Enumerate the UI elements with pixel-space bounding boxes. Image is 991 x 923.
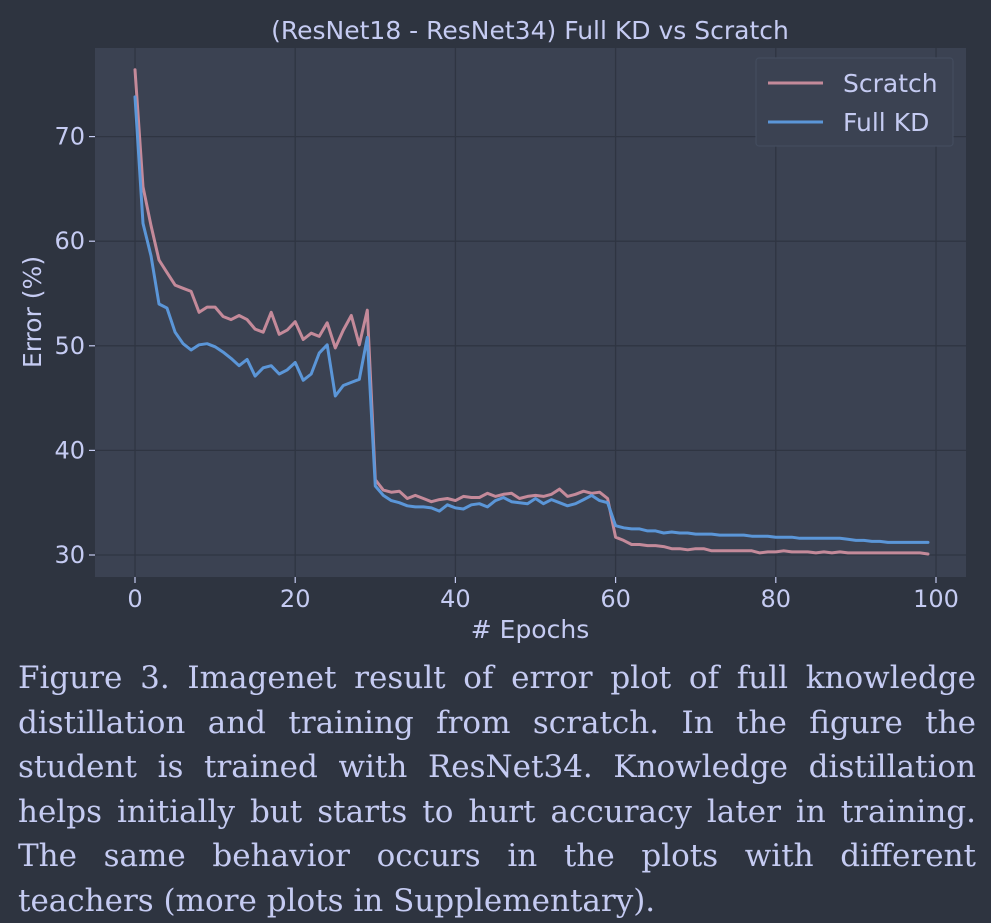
chart-title: (ResNet18 - ResNet34) Full KD vs Scratch	[271, 16, 789, 45]
series-line-full-kd	[133, 95, 930, 544]
y-axis-label: Error (%)	[18, 256, 47, 368]
series-line-scratch	[133, 68, 930, 556]
y-tick-label: 50	[54, 332, 85, 360]
y-tick-label: 60	[54, 227, 85, 255]
legend-box	[755, 57, 954, 147]
x-tick-label: 100	[913, 585, 959, 613]
x-tick-label: 0	[127, 585, 142, 613]
x-axis-label: # Epochs	[471, 615, 589, 644]
legend-label: Scratch	[843, 69, 938, 98]
y-tick-label: 70	[54, 123, 85, 151]
x-tick-label: 80	[761, 585, 792, 613]
x-tick-label: 60	[600, 585, 631, 613]
legend: Scratch Full KD	[755, 57, 954, 147]
legend-label: Full KD	[843, 108, 929, 137]
error-line-chart: 0 20 40 60 80 100 30 40 50 60 70 (ResNet18 - ResNet…	[18, 16, 966, 644]
y-tick-label: 40	[54, 436, 85, 464]
x-tick-label: 40	[440, 585, 471, 613]
figure-caption: Figure 3. Imagenet result of error plot …	[18, 660, 976, 919]
x-tick-label: 20	[280, 585, 311, 613]
y-tick-label: 30	[54, 541, 85, 569]
